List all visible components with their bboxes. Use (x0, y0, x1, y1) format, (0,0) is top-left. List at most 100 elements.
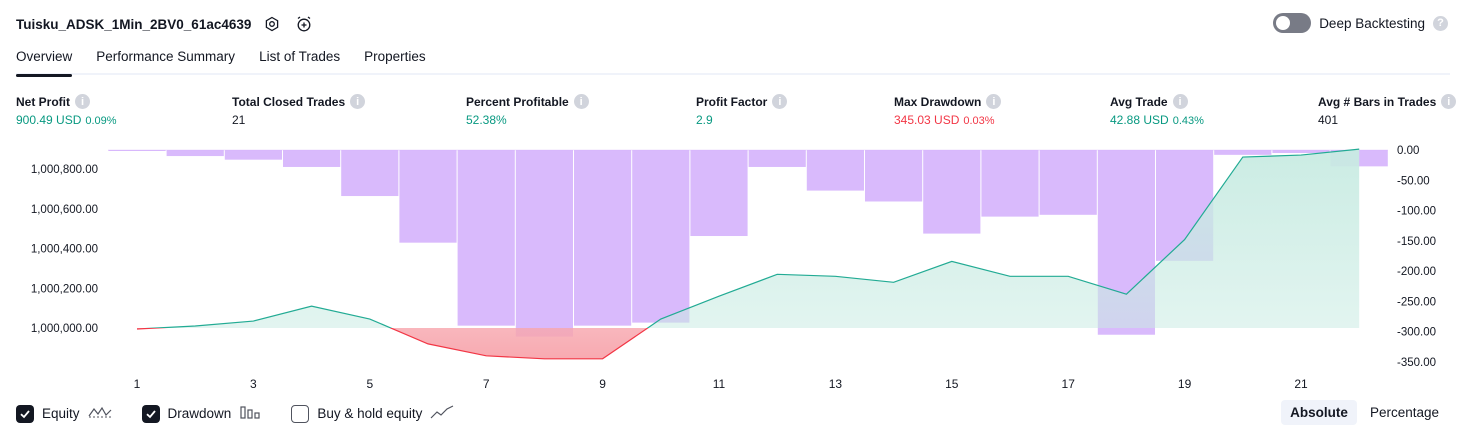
drawdown-bar (1272, 150, 1330, 154)
absolute-button[interactable]: Absolute (1281, 400, 1357, 425)
drawdown-bar (632, 150, 690, 323)
strategy-name: Tuisku_ADSK_1Min_2BV0_61ac4639 (16, 16, 252, 32)
equity-below-area (137, 328, 1360, 359)
metric-value: 52.38% (466, 113, 507, 127)
metric-value: 21 (232, 113, 246, 127)
left-axis-label: 1,000,600.00 (31, 204, 98, 216)
legend-buy-hold-label: Buy & hold equity (317, 406, 423, 421)
drawdown-bar (283, 150, 341, 167)
x-axis-label: 11 (713, 377, 726, 391)
right-axis-label: -350.00 (1397, 357, 1436, 369)
tab-properties[interactable]: Properties (364, 49, 426, 64)
value-mode-switch: Absolute Percentage (1281, 400, 1448, 425)
deep-backtesting: Deep Backtesting ? (1273, 13, 1448, 33)
right-axis-label: -50.00 (1397, 175, 1430, 187)
alarm-add-icon[interactable] (293, 13, 315, 35)
left-axis-label: 1,000,400.00 (31, 244, 98, 256)
toggle-knob (1276, 16, 1291, 30)
drawdown-bar (748, 150, 806, 167)
help-icon[interactable]: ? (1433, 15, 1448, 31)
tab-performance-summary[interactable]: Performance Summary (96, 49, 236, 64)
equity-area (137, 149, 1360, 328)
x-axis-label: 7 (483, 377, 490, 391)
drawdown-bar (865, 150, 923, 202)
metric-total-closed-trades: Total Closed Trades i 21 (232, 94, 366, 127)
info-icon[interactable]: i (986, 94, 1002, 109)
settings-icon[interactable] (261, 13, 283, 35)
info-icon[interactable]: i (573, 94, 589, 109)
equity-line (144, 148, 1360, 328)
metric-value: 900.49 USD (16, 113, 82, 127)
legend-buy-hold[interactable]: Buy & hold equity (291, 404, 454, 423)
metric-label: Net Profit (16, 94, 70, 109)
equity-checkbox[interactable] (16, 404, 34, 423)
metric-label: Max Drawdown (894, 94, 982, 109)
metric-percent-profitable: Percent Profitable i 52.38% (466, 94, 589, 127)
metric-net-profit: Net Profit i 900.49 USD 0.09% (16, 94, 117, 127)
x-axis-label: 3 (250, 377, 257, 391)
legend-drawdown[interactable]: Drawdown (141, 404, 262, 423)
drawdown-bar (574, 150, 632, 326)
metric-value: 42.88 USD (1110, 113, 1169, 127)
drawdown-bar (108, 150, 166, 151)
info-icon[interactable]: i (1172, 94, 1188, 109)
tab-list-of-trades[interactable]: List of Trades (259, 49, 341, 64)
x-axis-label: 15 (945, 377, 959, 391)
metric-label: Percent Profitable (466, 94, 569, 109)
x-axis-label: 21 (1294, 377, 1308, 391)
metric-max-drawdown: Max Drawdown i 345.03 USD 0.03% (894, 94, 1002, 127)
x-axis-label: 13 (829, 377, 843, 391)
percentage-button[interactable]: Percentage (1369, 405, 1439, 420)
equity-line-icon (88, 404, 112, 423)
metric-value: 401 (1318, 113, 1339, 127)
drawdown-bar (923, 150, 981, 234)
metric-label: Avg # Bars in Trades (1318, 94, 1437, 109)
buy-hold-line-icon (430, 404, 454, 423)
metric-value: 2.9 (696, 113, 713, 127)
drawdown-bar (341, 150, 399, 197)
drawdown-bar (806, 150, 864, 191)
x-axis-label: 9 (599, 377, 606, 391)
x-axis-label: 5 (366, 377, 373, 391)
metric-label: Avg Trade (1110, 94, 1168, 109)
drawdown-bars-icon (239, 404, 261, 423)
right-axis-label: -250.00 (1397, 296, 1436, 308)
deep-backtesting-toggle[interactable] (1273, 13, 1312, 33)
right-axis-label: 0.00 (1397, 145, 1419, 157)
metric-percent: 0.43% (1172, 115, 1204, 127)
right-axis-label: -100.00 (1397, 206, 1436, 218)
drawdown-bar (690, 150, 748, 237)
deep-backtesting-label: Deep Backtesting (1319, 15, 1425, 31)
tab-overview[interactable]: Overview (16, 47, 73, 77)
metric-avg-bars: Avg # Bars in Trades i 401 (1318, 94, 1457, 127)
buy-hold-checkbox[interactable] (291, 404, 310, 423)
right-axis-label: -150.00 (1397, 236, 1436, 248)
chart-legend: Equity Drawdown Buy & hold equity (16, 404, 484, 423)
info-icon[interactable]: i (772, 94, 788, 109)
x-axis-label: 1 (134, 377, 141, 391)
drawdown-bar (166, 150, 224, 157)
left-axis-label: 1,000,800.00 (31, 164, 98, 176)
drawdown-bar (981, 150, 1039, 217)
metric-avg-trade: Avg Trade i 42.88 USD 0.43% (1110, 94, 1204, 127)
metric-label: Profit Factor (696, 94, 768, 109)
metric-percent: 0.03% (963, 115, 995, 127)
drawdown-bar (1214, 150, 1272, 155)
legend-equity[interactable]: Equity (16, 404, 112, 423)
drawdown-bar (457, 150, 515, 326)
metric-percent: 0.09% (85, 115, 117, 127)
info-icon[interactable]: i (350, 94, 366, 109)
metric-label: Total Closed Trades (232, 94, 346, 109)
metric-profit-factor: Profit Factor i 2.9 (696, 94, 788, 127)
metric-value: 345.03 USD (894, 113, 960, 127)
drawdown-bar (399, 150, 457, 243)
info-icon[interactable]: i (1441, 94, 1457, 109)
legend-drawdown-label: Drawdown (167, 406, 232, 421)
report-tabs: Overview Performance Summary List of Tra… (16, 47, 1450, 77)
info-icon[interactable]: i (75, 94, 90, 109)
drawdown-bar (1039, 150, 1097, 215)
strategy-header: Tuisku_ADSK_1Min_2BV0_61ac4639 (16, 12, 315, 36)
right-axis-label: -300.00 (1397, 327, 1436, 339)
equity-drawdown-chart[interactable]: 1,000,000.00 1,000,200.00 1,000,400.00 1,00… (0, 140, 1466, 396)
drawdown-checkbox[interactable] (141, 404, 160, 423)
